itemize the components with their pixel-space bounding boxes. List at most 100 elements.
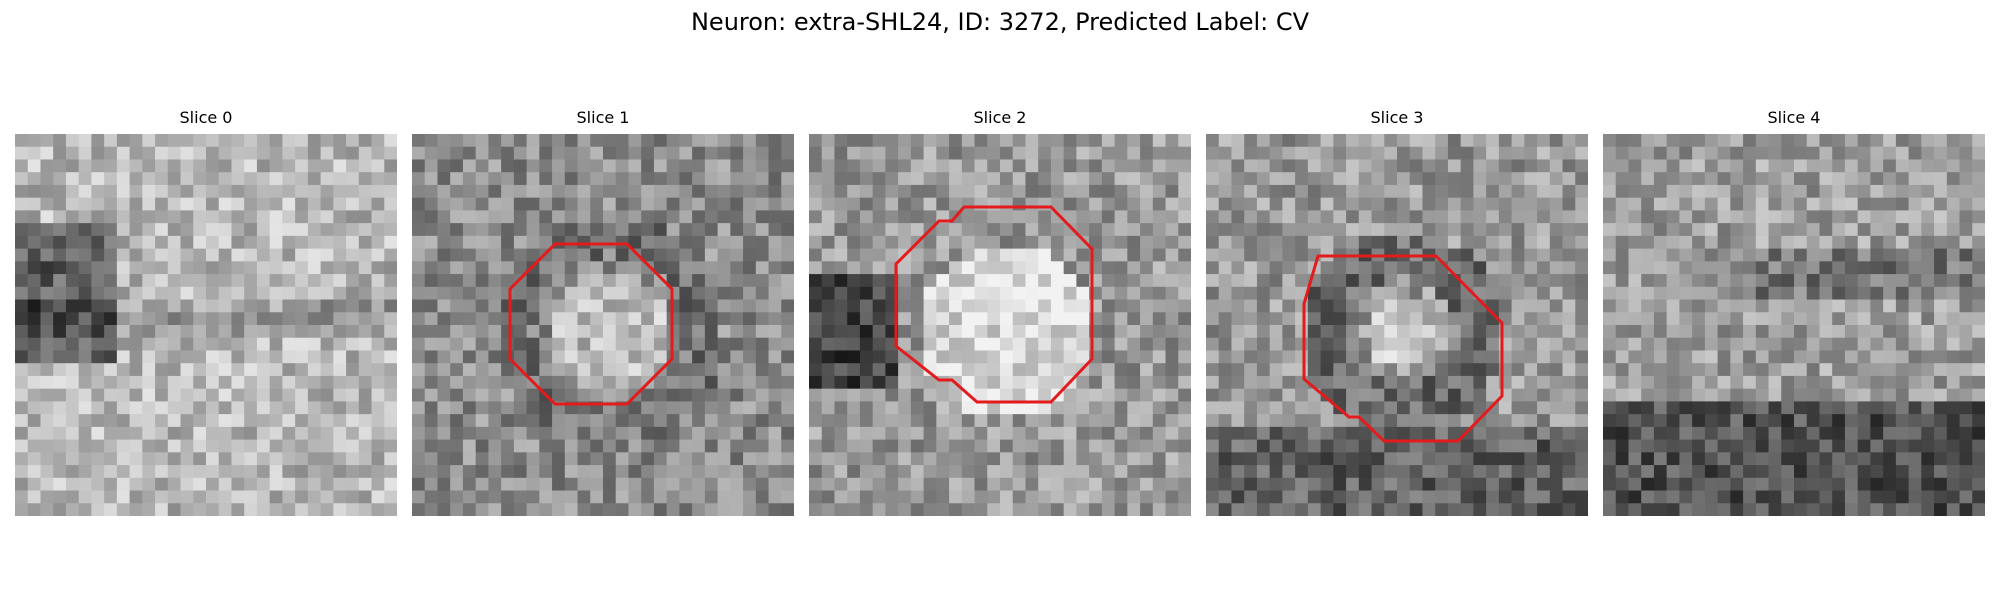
- image-pixel: [1320, 274, 1334, 288]
- image-pixel: [1460, 375, 1474, 390]
- image-pixel: [256, 414, 271, 428]
- image-pixel: [1511, 286, 1525, 301]
- image-pixel: [295, 146, 309, 161]
- image-pixel: [539, 350, 553, 364]
- image-pixel: [1358, 299, 1373, 313]
- image-pixel: [501, 197, 515, 211]
- image-pixel: [437, 286, 451, 301]
- image-pixel: [91, 375, 105, 390]
- image-pixel: [384, 388, 397, 402]
- image-pixel: [1050, 261, 1065, 275]
- image-pixel: [704, 210, 719, 224]
- image-pixel: [987, 210, 1001, 224]
- image-pixel: [1870, 197, 1884, 211]
- image-pixel: [1692, 337, 1706, 352]
- image-pixel: [936, 146, 950, 161]
- image-pixel: [244, 337, 258, 352]
- image-pixel: [104, 210, 118, 224]
- image-pixel: [1946, 375, 1961, 390]
- image-pixel: [320, 235, 334, 250]
- image-pixel: [116, 299, 131, 313]
- image-pixel: [256, 490, 271, 504]
- image-pixel: [1178, 439, 1191, 453]
- image-pixel: [244, 235, 258, 250]
- image-pixel: [1743, 350, 1757, 364]
- image-pixel: [1231, 286, 1245, 301]
- image-pixel: [488, 426, 502, 441]
- image-pixel: [1358, 184, 1373, 199]
- image-pixel: [40, 223, 54, 237]
- image-pixel: [129, 439, 143, 453]
- image-pixel: [1409, 401, 1424, 415]
- image-pixel: [1165, 337, 1179, 352]
- image-pixel: [1447, 465, 1462, 479]
- image-pixel: [717, 210, 731, 224]
- image-pixel: [1730, 248, 1744, 262]
- image-pixel: [564, 184, 579, 199]
- image-pixel: [1498, 248, 1513, 262]
- image-pixel: [1895, 235, 1910, 250]
- image-pixel: [1486, 134, 1500, 148]
- image-pixel: [1692, 159, 1706, 173]
- image-pixel: [1063, 146, 1077, 161]
- image-pixel: [1781, 261, 1795, 275]
- image-pixel: [91, 235, 105, 250]
- image-pixel: [1575, 337, 1588, 352]
- image-pixel: [320, 452, 334, 466]
- image-pixel: [1358, 134, 1373, 148]
- image-pixel: [450, 261, 464, 275]
- image-pixel: [1832, 223, 1846, 237]
- image-pixel: [1000, 439, 1014, 453]
- image-pixel: [910, 401, 925, 415]
- image-pixel: [1524, 465, 1538, 479]
- image-pixel: [564, 286, 579, 301]
- image-pixel: [653, 184, 668, 199]
- image-pixel: [488, 261, 502, 275]
- image-pixel: [1666, 235, 1680, 250]
- image-pixel: [834, 286, 848, 301]
- image-pixel: [603, 490, 617, 504]
- image-pixel: [1819, 134, 1833, 148]
- image-pixel: [1524, 261, 1538, 275]
- image-pixel: [910, 248, 925, 262]
- image-pixel: [1178, 465, 1191, 479]
- image-pixel: [1908, 439, 1922, 453]
- image-pixel: [371, 426, 385, 441]
- image-pixel: [961, 325, 976, 339]
- image-pixel: [1653, 184, 1668, 199]
- image-pixel: [1231, 452, 1245, 466]
- image-pixel: [1320, 312, 1334, 326]
- image-pixel: [1959, 261, 1973, 275]
- image-pixel: [1244, 350, 1258, 364]
- image-pixel: [1794, 286, 1808, 301]
- image-pixel: [872, 235, 886, 250]
- image-pixel: [1127, 414, 1141, 428]
- image-pixel: [116, 401, 131, 415]
- image-pixel: [564, 388, 579, 402]
- image-pixel: [1806, 172, 1821, 186]
- image-pixel: [743, 146, 757, 161]
- image-pixel: [501, 337, 515, 352]
- image-pixel: [641, 134, 655, 148]
- image-pixel: [1832, 350, 1846, 364]
- image-pixel: [269, 286, 283, 301]
- image-pixel: [384, 261, 397, 275]
- image-pixel: [1946, 401, 1961, 415]
- image-pixel: [450, 439, 464, 453]
- image-pixel: [1844, 350, 1859, 364]
- image-pixel: [1537, 490, 1551, 504]
- image-pixel: [628, 286, 642, 301]
- image-pixel: [1076, 261, 1090, 275]
- image-pixel: [1089, 490, 1103, 504]
- image-pixel: [256, 274, 271, 288]
- image-pixel: [755, 248, 770, 262]
- image-pixel: [129, 223, 143, 237]
- image-pixel: [1628, 223, 1642, 237]
- image-pixel: [371, 388, 385, 402]
- image-pixel: [872, 414, 886, 428]
- image-pixel: [1473, 312, 1487, 326]
- image-pixel: [859, 363, 874, 377]
- image-pixel: [1730, 210, 1744, 224]
- image-pixel: [1524, 337, 1538, 352]
- image-pixel: [923, 375, 937, 390]
